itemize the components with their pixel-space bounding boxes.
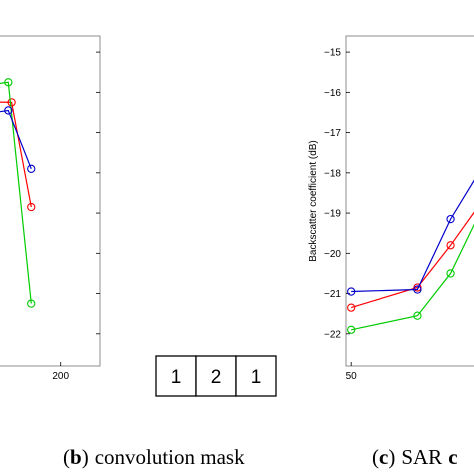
caption-b-letter: b: [70, 445, 82, 469]
c-series-0-point: [446, 241, 455, 250]
caption-b-close: ): [82, 445, 89, 469]
b-x-tick-label: 200: [52, 371, 69, 382]
mask-cell-3-value: 1: [251, 367, 262, 388]
c-series-0-point: [347, 303, 356, 312]
chart-b-x-ticks: 200: [52, 362, 69, 382]
c-series-0-line: [351, 211, 474, 309]
b-series-2-point: [4, 106, 13, 115]
mask-cell-1-value: 1: [171, 367, 182, 388]
c-y-tick-label: −18: [324, 168, 341, 179]
caption-c-letter: c: [379, 445, 388, 469]
mask-cell-1: [155, 355, 197, 397]
chart-c-frame: [345, 35, 474, 367]
chart-c-y-axis-label: Backscatter coefficient (dB): [308, 140, 319, 262]
caption-b-text: convolution mask: [95, 445, 245, 469]
b-series-0-line: [0, 101, 32, 208]
b-series-1-point: [4, 78, 13, 87]
c-series-1-point: [413, 311, 422, 320]
caption-c-close: ): [388, 445, 395, 469]
chart-c-y-ticks: −15 −16 −17 −18 −19 −20 −21 −22: [324, 48, 350, 340]
c-series-2-point: [413, 285, 422, 294]
chart-b-frame: [0, 35, 101, 367]
caption-c: (c) SAR c: [372, 445, 458, 469]
c-x-tick-label: 50: [346, 371, 358, 382]
chart-c-x-ticks: 50: [346, 362, 358, 382]
caption-b-open: (: [63, 445, 70, 469]
chart-c-series: [347, 179, 474, 334]
c-series-1-point: [347, 325, 356, 334]
c-series-1-point: [446, 269, 455, 278]
c-series-2-point: [347, 287, 356, 296]
b-series-0-point: [27, 202, 36, 212]
convolution-mask: 1 2 1: [155, 355, 277, 397]
chart-b-series: [0, 78, 36, 308]
c-series-2-point: [446, 214, 455, 224]
c-y-tick-label: −20: [324, 249, 341, 260]
b-series-2-point: [27, 164, 36, 173]
chart-b-y-ticks: [96, 51, 100, 335]
mask-cell-3: [235, 355, 277, 397]
c-y-tick-label: −17: [324, 128, 341, 139]
caption-b: (b) convolution mask: [63, 445, 245, 469]
caption-c-text: SAR: [401, 445, 442, 469]
b-series-1-line: [0, 81, 32, 304]
c-y-tick-label: −22: [324, 329, 341, 340]
c-y-tick-label: −16: [324, 88, 341, 99]
mask-cell-2: [195, 355, 237, 397]
c-series-1-line: [351, 223, 474, 331]
b-series-2-line: [0, 109, 32, 170]
b-series-1-point: [27, 299, 36, 308]
c-y-tick-label: −19: [324, 209, 341, 220]
c-y-tick-label: −21: [324, 289, 341, 300]
b-series-0-point: [7, 98, 16, 107]
chart-b: 200: [0, 35, 101, 382]
caption-c-trail: c: [448, 445, 457, 469]
chart-c: −15 −16 −17 −18 −19 −20 −21 −22 50 Backscatter …: [308, 35, 474, 382]
c-series-2-line: [351, 179, 474, 293]
c-y-tick-label: −15: [324, 48, 341, 59]
mask-cell-2-value: 2: [211, 367, 222, 388]
caption-c-open: (: [372, 445, 379, 469]
